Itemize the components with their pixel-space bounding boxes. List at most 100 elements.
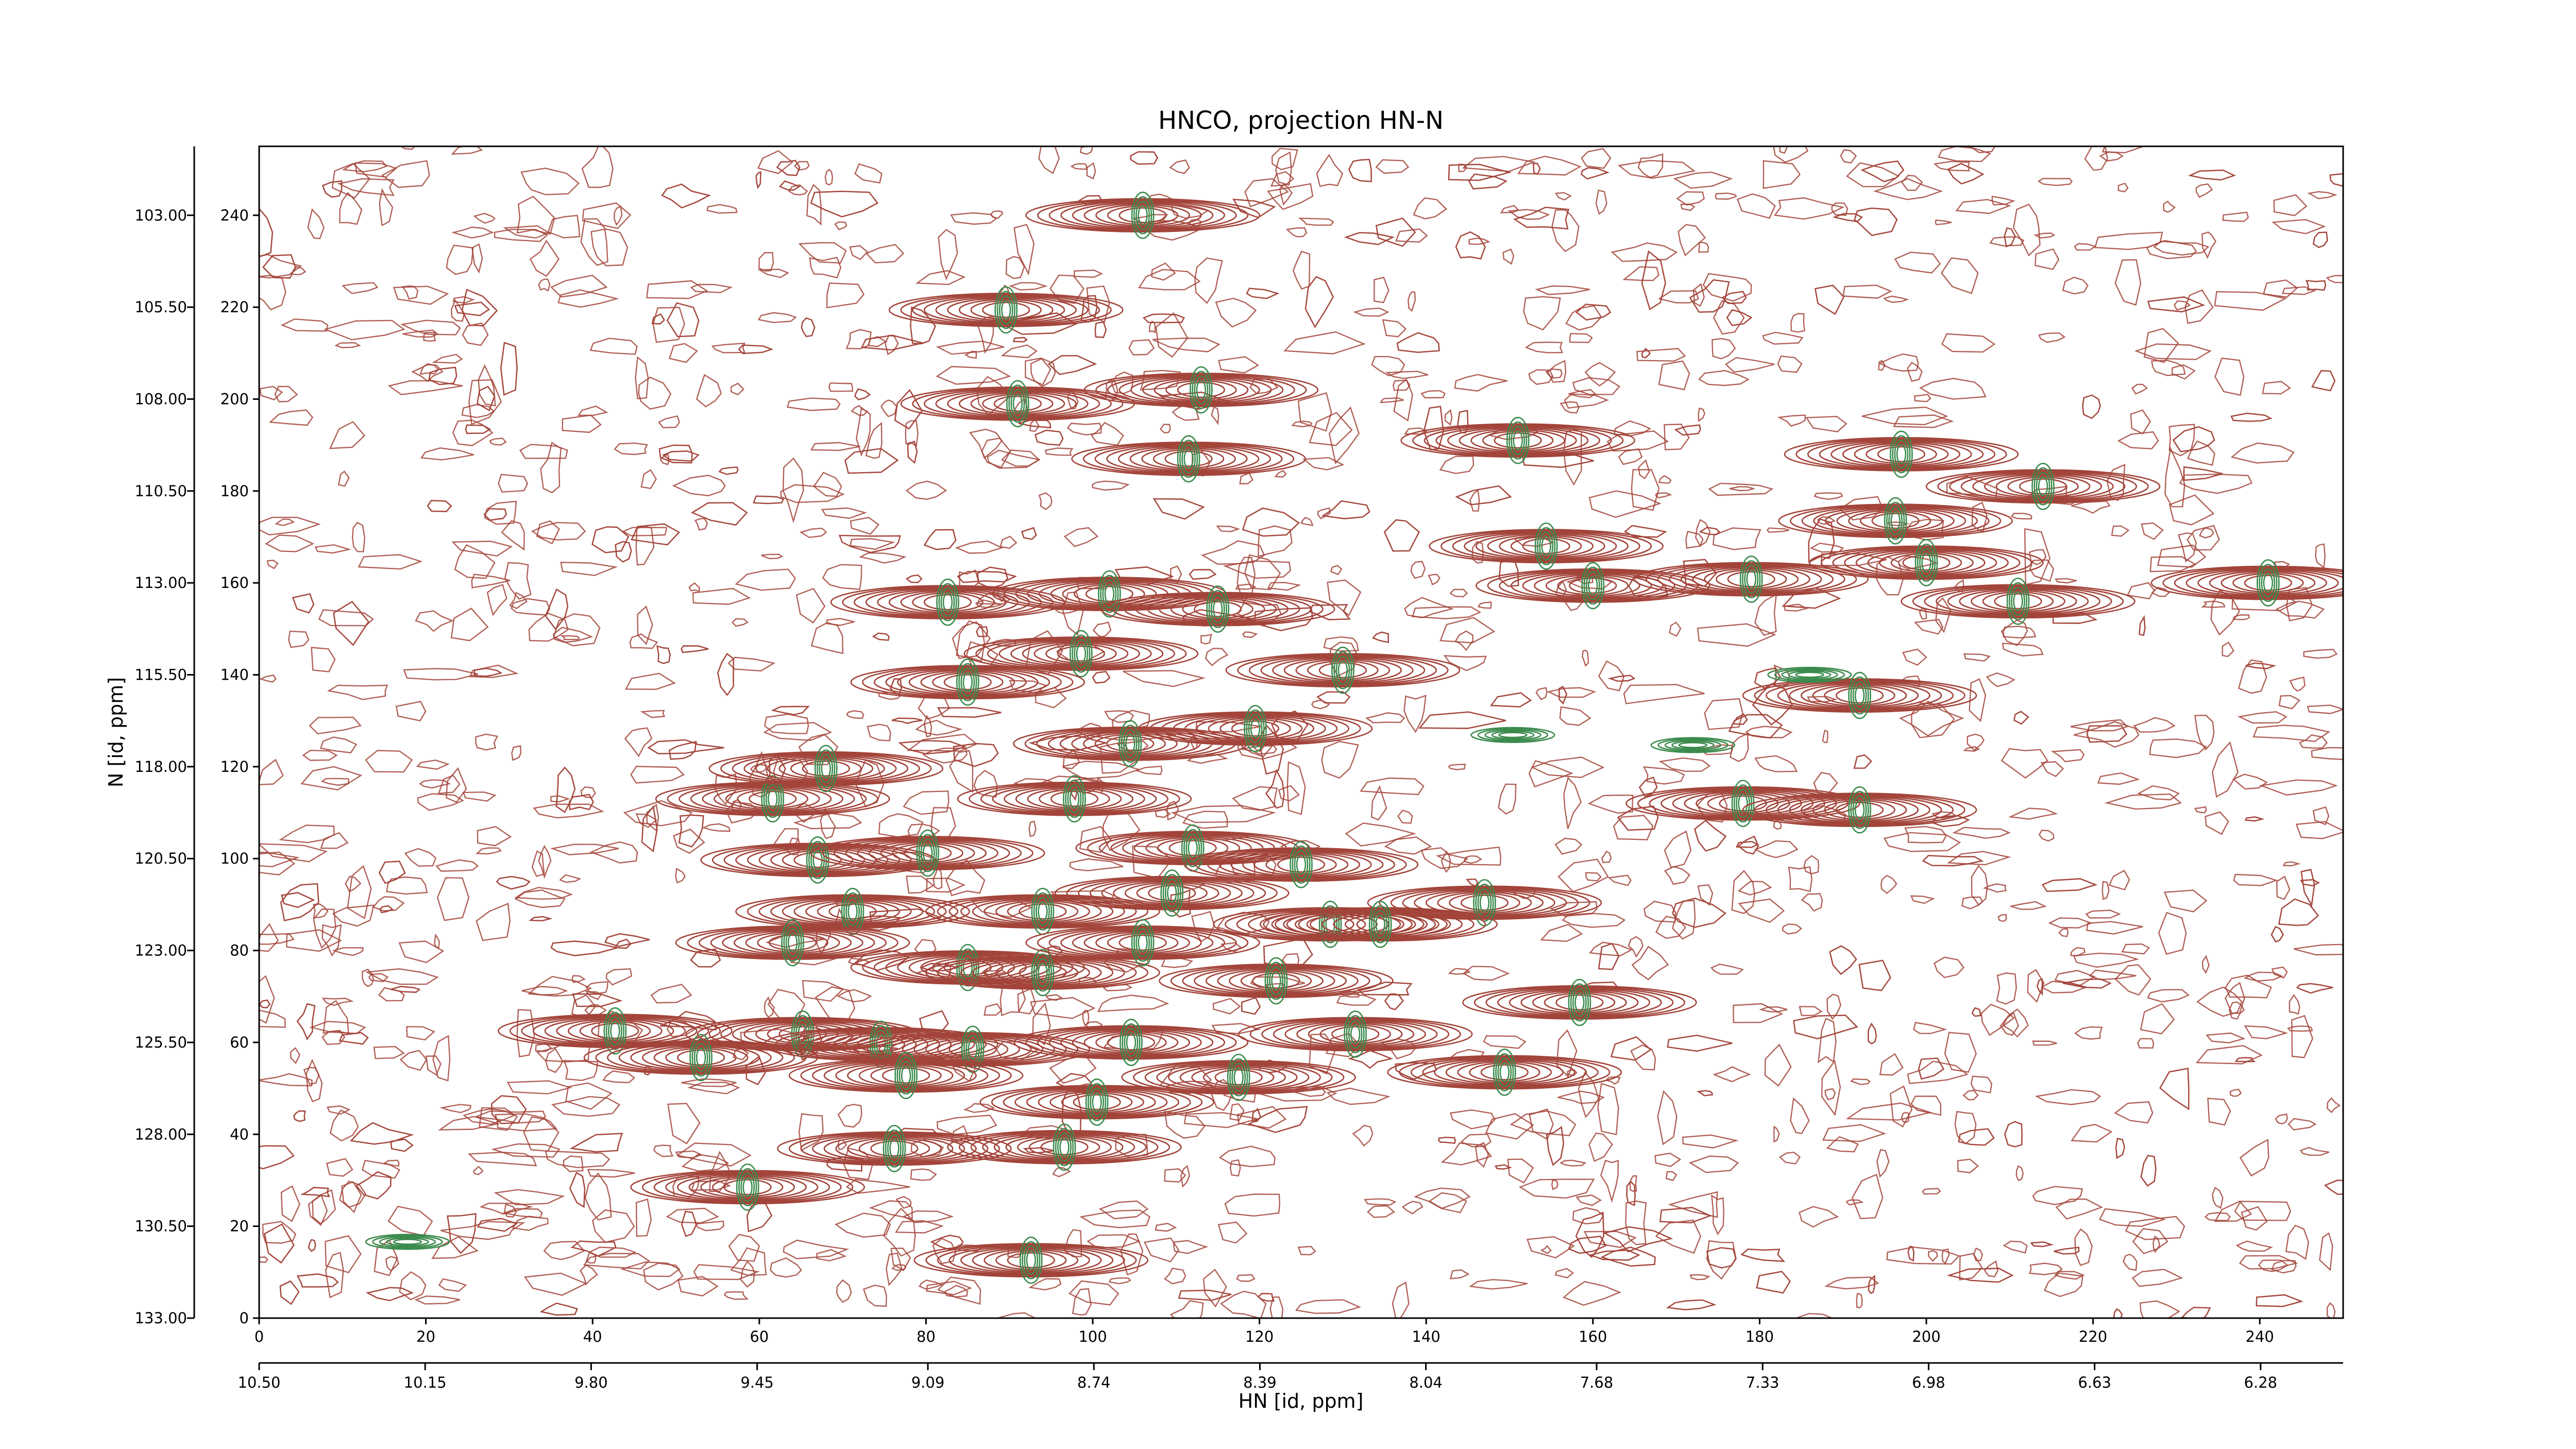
noise-contour [694, 518, 708, 531]
noise-contour [435, 859, 479, 872]
noise-contour [1379, 397, 1404, 403]
noise-contour [1598, 942, 1620, 970]
noise-contour [1439, 617, 1496, 644]
peak-contour [720, 752, 932, 785]
noise-contour [523, 1272, 588, 1296]
peak-contour [498, 1014, 733, 1049]
noise-contour [1698, 369, 1750, 386]
peak-core [1886, 501, 1905, 540]
x2-tick-label: 9.80 [574, 1374, 608, 1391]
peak-contour [925, 955, 1160, 990]
x-tick-label: 0 [255, 1328, 264, 1345]
peak-contour [1121, 1060, 1356, 1095]
noise-contour [936, 1115, 997, 1135]
noise-contour [2187, 440, 2215, 466]
noise-contour [2291, 1015, 2314, 1058]
peak-core [1192, 370, 1211, 409]
peak-core [938, 583, 957, 621]
noise-contour [2010, 513, 2032, 520]
noise-contour [1565, 305, 1602, 331]
peak-contour [1789, 504, 2002, 537]
peak-core [1331, 646, 1354, 694]
noise-contour [1907, 1245, 1914, 1262]
noise-contour [1152, 338, 1221, 352]
noise-contour [1736, 840, 1759, 848]
peak-core [1495, 1053, 1514, 1091]
peak-contour [948, 957, 1137, 988]
peak-contour [1214, 1069, 1263, 1086]
peak-contour [1296, 1021, 1415, 1047]
peak-contour [1522, 538, 1570, 554]
noise-contour [1657, 1090, 1677, 1145]
peak-core [1333, 651, 1352, 689]
noise-contour [1017, 988, 1037, 1015]
noise-contour [1928, 1250, 1938, 1262]
noise-contour [1689, 279, 1730, 313]
noise-contour [327, 1105, 351, 1115]
peak-contour [935, 296, 1077, 324]
noise-contour [262, 254, 296, 279]
noise-contour [2307, 191, 2337, 199]
noise-contour [1688, 1155, 1739, 1173]
noise-contour [1673, 171, 1733, 189]
peak-core [1100, 575, 1119, 613]
noise-contour [1336, 993, 1377, 1006]
noise-contour [494, 1189, 565, 1206]
negative-peak-contour [1795, 671, 1824, 678]
peak-contour [1062, 582, 1157, 605]
noise-contour [1910, 895, 1935, 904]
peak-contour [1231, 720, 1280, 737]
noise-contour [1643, 900, 1676, 923]
noise-contour [838, 534, 901, 553]
peak-contour [1318, 662, 1367, 679]
peak-contour [1142, 377, 1260, 402]
noise-contour [1321, 740, 1359, 779]
peak-contour [1054, 875, 1290, 911]
noise-contour [2037, 178, 2073, 187]
noise-contour [2010, 901, 2047, 910]
noise-contour [1211, 1079, 1233, 1111]
peak-contour [1261, 1018, 1450, 1050]
noise-contour [1572, 377, 1621, 395]
noise-contour [987, 449, 1041, 469]
noise-contour [2258, 1259, 2289, 1272]
noise-contour [635, 356, 649, 400]
peak-contour [2019, 478, 2067, 495]
peak-contour [1095, 373, 1307, 407]
noise-contour [915, 719, 963, 736]
noise-contour [547, 214, 581, 239]
noise-contour [1070, 163, 1088, 170]
peak-core [1125, 734, 1136, 754]
noise-contour [1523, 296, 1561, 331]
noise-contour [1876, 1149, 1890, 1178]
peak-contour [1855, 549, 1997, 577]
noise-contour [1360, 777, 1425, 796]
noise-contour [999, 535, 1018, 549]
peak-contour [688, 1174, 807, 1200]
noise-contour [809, 257, 842, 279]
noise-contour [2187, 525, 2220, 551]
noise-contour [2117, 431, 2159, 450]
noise-contour [1513, 207, 1570, 230]
noise-contour [981, 437, 1011, 468]
noise-contour [2164, 446, 2185, 508]
peak-contour [723, 844, 912, 875]
x2-tick-label: 10.50 [238, 1374, 280, 1391]
noise-contour [779, 180, 801, 191]
noise-contour [2071, 1124, 2113, 1143]
noise-contour [1498, 783, 1517, 815]
noise-contour [1448, 968, 1471, 975]
peak-core [2259, 564, 2278, 602]
peak-contour [1789, 796, 1930, 823]
noise-contour [2137, 785, 2180, 801]
peak-contour [937, 895, 1149, 928]
peak-layer [365, 191, 2343, 1284]
peak-core [738, 1168, 757, 1206]
noise-contour [362, 968, 374, 987]
peak-contour [822, 836, 1033, 870]
noise-contour [462, 791, 497, 802]
noise-contour [1528, 760, 1574, 788]
noise-contour [1420, 390, 1446, 399]
peak-contour [544, 1017, 686, 1044]
peak-contour [1101, 879, 1243, 907]
